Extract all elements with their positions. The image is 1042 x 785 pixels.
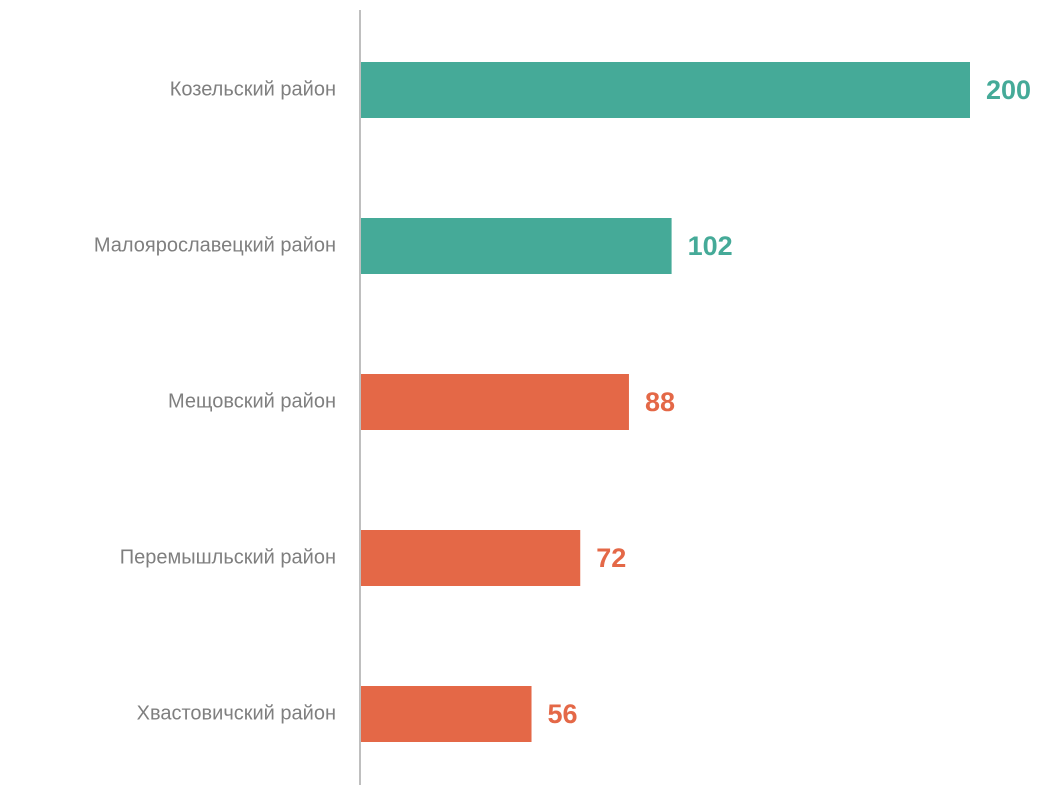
value-label: 88: [645, 387, 675, 417]
bar: [361, 62, 970, 118]
category-label: Хвастовичский район: [137, 702, 336, 724]
category-label: Козельский район: [170, 78, 336, 100]
value-label: 102: [688, 231, 733, 261]
bar: [361, 218, 672, 274]
category-label: Мещовский район: [168, 390, 336, 412]
category-label: Малоярославецкий район: [94, 234, 336, 256]
value-label: 72: [596, 543, 626, 573]
bar: [361, 374, 629, 430]
bar: [361, 686, 532, 742]
bar: [361, 530, 581, 586]
value-label: 56: [548, 699, 578, 729]
value-label: 200: [986, 75, 1031, 105]
category-label: Перемышльский район: [120, 546, 336, 568]
